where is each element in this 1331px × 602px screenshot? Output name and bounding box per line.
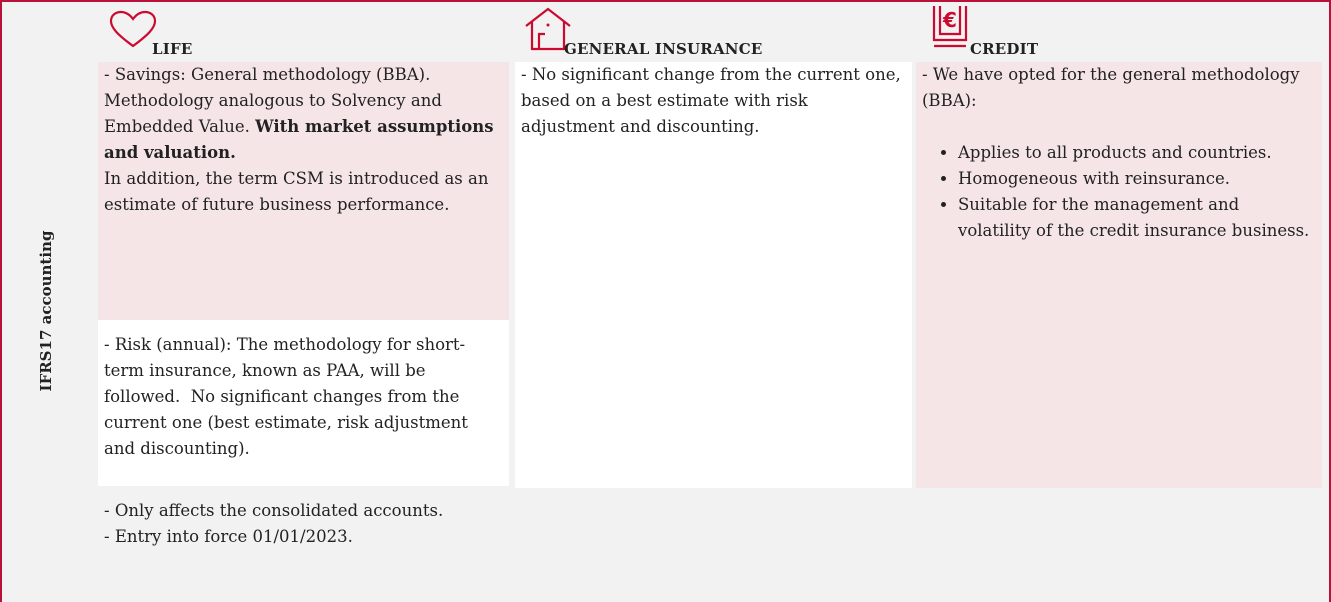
general-cell: - No significant change from the current… <box>515 62 912 488</box>
footer-line: - Only affects the consolidated accounts… <box>104 501 444 520</box>
column-title: CREDIT <box>970 40 1039 58</box>
credit-cell: - We have opted for the general methodol… <box>916 62 1322 488</box>
house-icon <box>525 7 571 51</box>
bold-text: With market assumptions and valuation. <box>104 117 494 162</box>
life-savings-cell: - Savings: General methodology (BBA). Me… <box>98 62 509 320</box>
svg-text:€: € <box>942 8 957 32</box>
euro-doc-icon: € <box>932 6 968 48</box>
text: - We have opted for the general methodol… <box>922 65 1300 110</box>
text: In addition, the term CSM is introduced … <box>104 169 489 214</box>
footer: - Only affects the consolidated accounts… <box>104 498 443 550</box>
text: - Savings: General methodology (BBA). Me… <box>104 65 442 136</box>
bullet: Suitable for the management and volatili… <box>958 192 1316 244</box>
footer-line: - Entry into force 01/01/2023. <box>104 527 353 546</box>
column-title: GENERAL INSURANCE <box>564 40 763 58</box>
bullet: Homogeneous with reinsurance. <box>958 166 1316 192</box>
bullet: Applies to all products and countries. <box>958 140 1316 166</box>
heart-icon <box>109 10 157 48</box>
side-label: IFRS17 accounting <box>37 230 55 392</box>
column-title: LIFE <box>152 40 193 58</box>
life-risk-cell: - Risk (annual): The methodology for sho… <box>98 320 509 486</box>
bullet-list: Applies to all products and countries.Ho… <box>922 140 1316 244</box>
